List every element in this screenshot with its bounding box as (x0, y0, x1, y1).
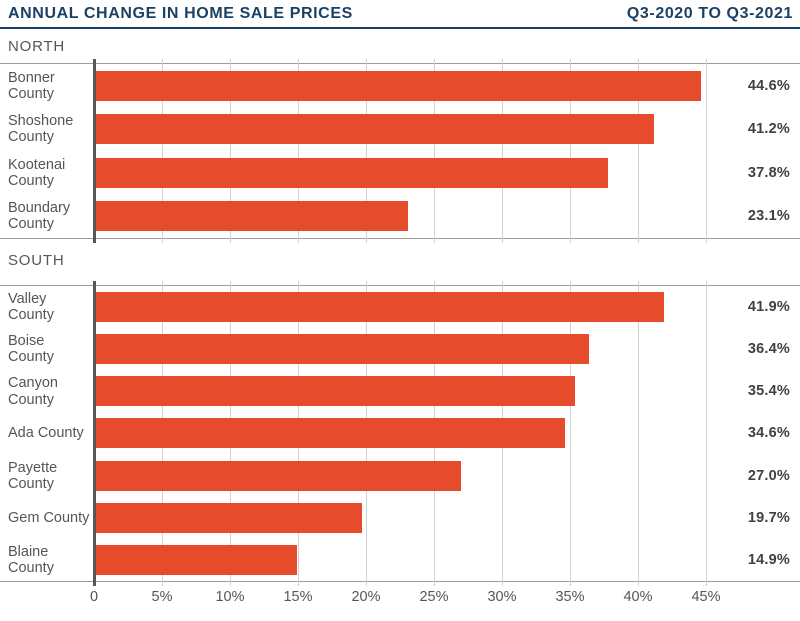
bar-row: Blaine County 14.9% (0, 539, 800, 581)
bar-row: Gem County 19.7% (0, 497, 800, 539)
value-bar (96, 334, 589, 365)
x-axis-label-5pct: 5% (151, 589, 173, 605)
x-axis-label-15pct: 15% (283, 589, 313, 605)
bar-row: Bonner County 44.6% (0, 64, 800, 108)
value-label: 44.6% (747, 77, 790, 94)
bar-row: Payette County 27.0% (0, 455, 800, 497)
zero-axis-line (93, 59, 96, 243)
category-label: Kootenai County (8, 156, 66, 189)
bar-row: Boundary County 23.1% (0, 195, 800, 239)
bar-chart-south: Valley County 41.9% Boise County 36.4% Canyo… (0, 281, 800, 586)
gridline-40 (638, 59, 639, 243)
value-bar (96, 544, 297, 575)
gridline-30 (502, 59, 503, 243)
x-axis-label-20pct: 20% (351, 589, 381, 605)
header-rule (0, 27, 800, 29)
value-label: 19.7% (747, 509, 790, 526)
category-label: Boundary County (8, 200, 71, 233)
value-bar (96, 376, 575, 407)
value-label: 41.9% (747, 299, 790, 316)
gridline-45 (706, 59, 707, 243)
gridline-25 (434, 59, 435, 243)
value-bar (96, 418, 565, 449)
value-label: 37.8% (747, 164, 790, 181)
value-label: 14.9% (747, 551, 790, 568)
section-label-north: NORTH (8, 38, 66, 55)
category-label: Blaine County (8, 543, 54, 576)
value-label: 36.4% (747, 341, 790, 358)
bar-row: Boise County 36.4% (0, 328, 800, 370)
category-label: Canyon County (8, 375, 58, 408)
category-label: Valley County (8, 290, 54, 324)
x-axis-label-45pct: 45% (691, 589, 721, 605)
x-axis-label-30pct: 30% (487, 589, 517, 605)
value-label: 34.6% (747, 425, 790, 442)
value-bar (96, 460, 461, 491)
x-axis-label-25pct: 25% (419, 589, 449, 605)
category-label: Payette County (8, 459, 58, 492)
gridline-40 (638, 281, 639, 586)
value-bar (96, 502, 362, 533)
category-label: Boise County (8, 332, 54, 366)
figure-period: Q3-2020 TO Q3-2021 (626, 5, 793, 22)
category-label: Ada County (8, 425, 84, 442)
section-label-south: SOUTH (8, 252, 65, 269)
gridline-35 (570, 281, 571, 586)
figure-title: ANNUAL CHANGE IN HOME SALE PRICES (8, 5, 353, 22)
x-axis: 0 5% 10% 15% 20% 25% 30% 35% 40% 45% (0, 582, 800, 616)
gridline-20 (366, 59, 367, 243)
bar-row: Shoshone County 41.2% (0, 108, 800, 152)
bar-row: Kootenai County 37.8% (0, 151, 800, 195)
value-label: 27.0% (747, 467, 790, 484)
category-label: Bonner County (8, 69, 55, 102)
chart-area: NORTH Bonner County 44.6% Shoshone County 41… (0, 38, 800, 586)
category-label: Gem County (8, 509, 90, 526)
x-axis-label-40pct: 40% (623, 589, 653, 605)
value-label: 41.2% (747, 121, 790, 138)
gridline-45 (706, 281, 707, 586)
gridline-10 (230, 59, 231, 243)
bar-row: Ada County 34.6% (0, 412, 800, 454)
value-bar (96, 114, 654, 145)
gridline-5 (162, 59, 163, 243)
value-bar (96, 157, 608, 188)
value-bar (96, 70, 701, 101)
value-bar (96, 201, 408, 232)
gridline-35 (570, 59, 571, 243)
value-label: 23.1% (747, 208, 790, 225)
x-axis-label-10pct: 10% (215, 589, 245, 605)
bar-row: Canyon County 35.4% (0, 370, 800, 412)
zero-axis-line (93, 281, 96, 586)
x-axis-label-35pct: 35% (555, 589, 585, 605)
x-axis-label-0: 0 (89, 589, 99, 605)
bar-rows: Bonner County 44.6% Shoshone County 41.2% Ko… (0, 64, 800, 238)
figure-header: ANNUAL CHANGE IN HOME SALE PRICES Q3-202… (0, 0, 800, 29)
gridline-15 (298, 59, 299, 243)
bar-row: Valley County 41.9% (0, 286, 800, 328)
bar-rows: Valley County 41.9% Boise County 36.4% Canyo… (0, 286, 800, 581)
bar-chart-north: Bonner County 44.6% Shoshone County 41.2% Ko… (0, 59, 800, 243)
value-label: 35.4% (747, 383, 790, 400)
value-bar (96, 292, 664, 323)
category-label: Shoshone County (8, 113, 74, 146)
